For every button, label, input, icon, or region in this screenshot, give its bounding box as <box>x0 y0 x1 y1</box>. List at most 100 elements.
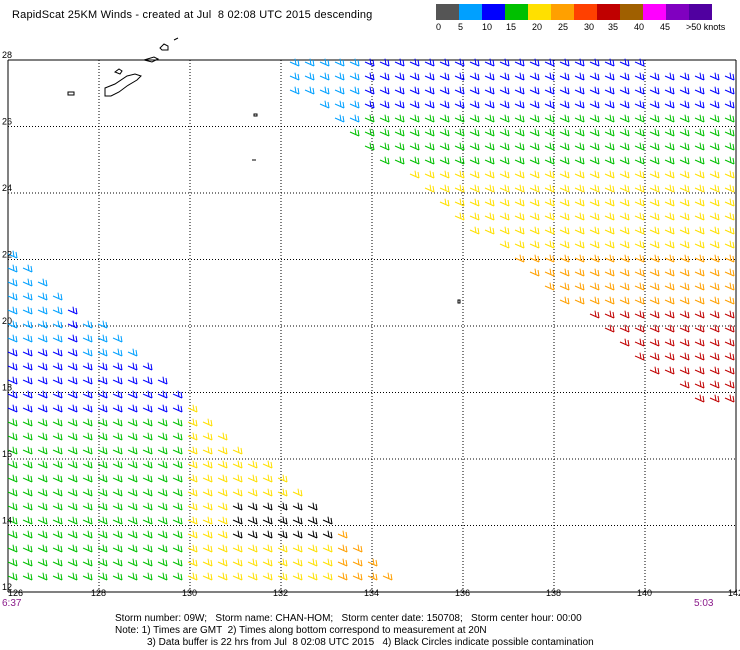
wind-barb <box>217 572 228 581</box>
wind-barb <box>22 278 33 287</box>
lat-tick-label: 24 <box>2 183 12 193</box>
wind-barb <box>724 310 735 319</box>
wind-barb <box>7 292 18 301</box>
wind-barb <box>634 114 645 123</box>
wind-barb <box>604 72 615 81</box>
wind-barb <box>679 212 690 221</box>
wind-barb <box>499 240 510 249</box>
wind-barb <box>604 58 615 67</box>
wind-barb <box>559 184 570 193</box>
wind-barb <box>82 544 93 553</box>
wind-barb <box>112 558 123 567</box>
wind-barb <box>559 254 570 263</box>
wind-barb <box>679 100 690 109</box>
wind-barb <box>97 334 108 343</box>
wind-barb <box>187 432 198 441</box>
wind-barb <box>694 100 705 109</box>
wind-barb <box>709 324 720 333</box>
wind-barb <box>22 320 33 329</box>
wind-barb <box>664 268 675 277</box>
wind-barb <box>694 128 705 137</box>
wind-barb <box>634 86 645 95</box>
wind-barb <box>484 226 495 235</box>
wind-barb <box>247 488 258 497</box>
wind-barb <box>514 156 525 165</box>
wind-barb <box>409 142 420 151</box>
wind-barb <box>529 114 540 123</box>
wind-barb <box>604 100 615 109</box>
wind-barb <box>664 142 675 151</box>
wind-barb <box>82 432 93 441</box>
wind-barb <box>619 324 630 333</box>
wind-barb <box>22 446 33 455</box>
wind-barb <box>559 198 570 207</box>
wind-barb <box>409 128 420 137</box>
wind-barb <box>142 404 153 413</box>
wind-barb <box>604 324 615 333</box>
wind-barb <box>7 404 18 413</box>
wind-barb <box>694 338 705 347</box>
wind-barb <box>709 114 720 123</box>
wind-barb <box>172 530 183 539</box>
wind-barb <box>604 212 615 221</box>
wind-barb <box>97 404 108 413</box>
wind-barb <box>499 128 510 137</box>
wind-barb <box>349 100 360 109</box>
wind-barb <box>604 114 615 123</box>
lon-tick-label: 138 <box>546 588 561 598</box>
legend-label: 25 <box>558 22 569 32</box>
wind-barb <box>499 184 510 193</box>
wind-barb <box>157 572 168 581</box>
wind-barb <box>52 376 63 385</box>
wind-barb <box>619 338 630 347</box>
wind-barb <box>664 282 675 291</box>
wind-barb <box>604 142 615 151</box>
lat-tick-label: 22 <box>2 250 12 260</box>
wind-barb <box>484 100 495 109</box>
wind-barb <box>7 376 18 385</box>
wind-barb <box>217 446 228 455</box>
wind-barb <box>574 226 585 235</box>
wind-barb <box>469 58 480 67</box>
wind-barb <box>544 114 555 123</box>
wind-barb <box>307 502 318 511</box>
wind-barb <box>709 170 720 179</box>
lat-tick-label: 26 <box>2 117 12 127</box>
wind-barb <box>172 474 183 483</box>
wind-barb <box>469 170 480 179</box>
wind-barb <box>97 516 108 525</box>
wind-barb <box>679 184 690 193</box>
wind-barb <box>514 58 525 67</box>
wind-barb <box>724 100 735 109</box>
wind-barb <box>7 572 18 581</box>
wind-barb <box>349 128 360 137</box>
wind-barb <box>52 334 63 343</box>
wind-barb <box>529 100 540 109</box>
wind-barb <box>544 254 555 263</box>
wind-barb <box>352 558 363 567</box>
wind-barb <box>52 390 63 399</box>
wind-barb <box>484 170 495 179</box>
wind-barb <box>37 306 48 315</box>
latitude-labels: 28 26 24 22 20 18 16 14 12 <box>2 50 12 592</box>
wind-barb <box>127 362 138 371</box>
wind-barb <box>514 184 525 193</box>
wind-barb <box>694 324 705 333</box>
wind-barb <box>97 362 108 371</box>
wind-barb <box>37 558 48 567</box>
wind-barb <box>589 268 600 277</box>
wind-barb <box>127 516 138 525</box>
wind-barb <box>514 226 525 235</box>
wind-barb <box>394 156 405 165</box>
wind-barb <box>364 100 375 109</box>
lon-tick-label: 140 <box>637 588 652 598</box>
wind-barb <box>694 142 705 151</box>
wind-barb <box>664 296 675 305</box>
wind-barb <box>337 572 348 581</box>
wind-barb <box>694 212 705 221</box>
wind-barb <box>217 516 228 525</box>
wind-barb <box>157 404 168 413</box>
wind-barb <box>589 58 600 67</box>
wind-barb <box>694 226 705 235</box>
wind-barb <box>379 142 390 151</box>
